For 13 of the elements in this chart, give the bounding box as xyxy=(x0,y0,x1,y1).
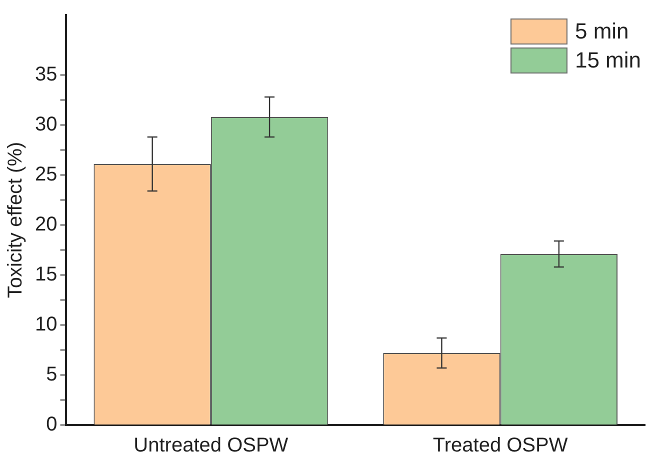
y-tick-label: 5 xyxy=(46,364,58,386)
legend-label: 15 min xyxy=(574,48,642,73)
y-tick-label: 15 xyxy=(34,264,58,286)
y-axis-title: Toxicity effect (%) xyxy=(4,142,27,298)
y-tick-label: 0 xyxy=(46,414,58,436)
y-tick-label: 25 xyxy=(34,164,58,186)
y-tick-label: 10 xyxy=(34,314,58,336)
y-tick-label: 20 xyxy=(34,214,58,236)
x-tick-label: Untreated OSPW xyxy=(134,434,288,457)
legend-label: 5 min xyxy=(574,18,629,44)
y-tick-label: 30 xyxy=(34,114,58,136)
y-tick-label: 35 xyxy=(34,64,58,86)
x-tick-label: Treated OSPW xyxy=(432,434,568,457)
